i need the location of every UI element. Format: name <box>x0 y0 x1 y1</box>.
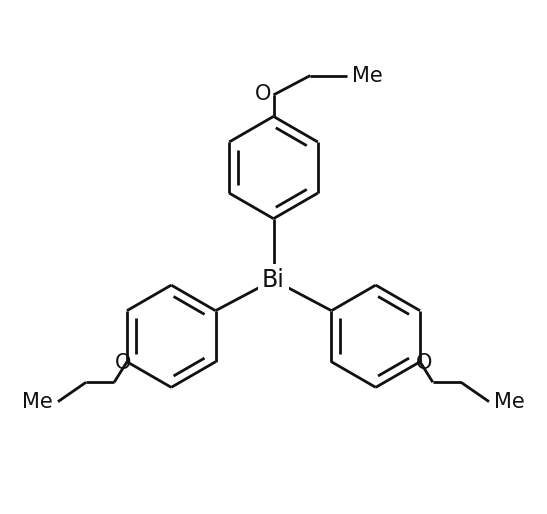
Text: Me: Me <box>494 392 525 412</box>
Text: Me: Me <box>352 65 383 85</box>
Text: O: O <box>415 353 432 373</box>
Text: O: O <box>254 84 271 104</box>
Text: Me: Me <box>22 392 53 412</box>
Text: Bi: Bi <box>262 268 285 292</box>
Text: O: O <box>115 353 132 373</box>
